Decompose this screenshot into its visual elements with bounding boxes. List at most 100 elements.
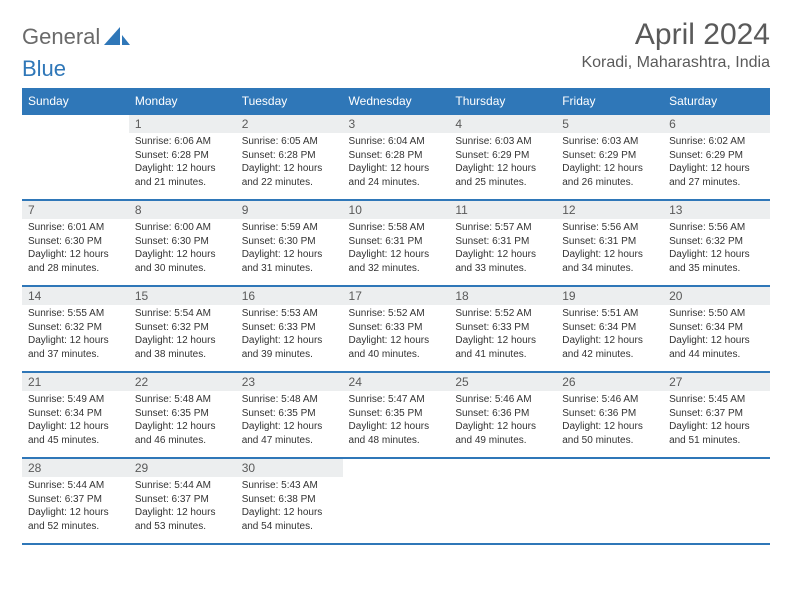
day-details: Sunrise: 5:57 AMSunset: 6:31 PMDaylight:… xyxy=(449,219,556,279)
day-details: Sunrise: 5:54 AMSunset: 6:32 PMDaylight:… xyxy=(129,305,236,365)
day-details: Sunrise: 5:49 AMSunset: 6:34 PMDaylight:… xyxy=(22,391,129,451)
day-number: 27 xyxy=(663,373,770,391)
weekday-header: Sunday xyxy=(22,89,129,115)
calendar-cell: 27Sunrise: 5:45 AMSunset: 6:37 PMDayligh… xyxy=(663,372,770,458)
weekday-header: Wednesday xyxy=(343,89,450,115)
day-details: Sunrise: 5:50 AMSunset: 6:34 PMDaylight:… xyxy=(663,305,770,365)
day-number: 9 xyxy=(236,201,343,219)
day-number: 15 xyxy=(129,287,236,305)
day-details: Sunrise: 6:06 AMSunset: 6:28 PMDaylight:… xyxy=(129,133,236,193)
calendar-cell: 10Sunrise: 5:58 AMSunset: 6:31 PMDayligh… xyxy=(343,200,450,286)
calendar-table: SundayMondayTuesdayWednesdayThursdayFrid… xyxy=(22,88,770,545)
calendar-cell: 7Sunrise: 6:01 AMSunset: 6:30 PMDaylight… xyxy=(22,200,129,286)
calendar-cell: 6Sunrise: 6:02 AMSunset: 6:29 PMDaylight… xyxy=(663,114,770,200)
day-number: 13 xyxy=(663,201,770,219)
day-number: 21 xyxy=(22,373,129,391)
day-details: Sunrise: 6:05 AMSunset: 6:28 PMDaylight:… xyxy=(236,133,343,193)
logo: General xyxy=(22,18,130,50)
calendar-cell: 9Sunrise: 5:59 AMSunset: 6:30 PMDaylight… xyxy=(236,200,343,286)
day-details: Sunrise: 5:52 AMSunset: 6:33 PMDaylight:… xyxy=(449,305,556,365)
day-number: 6 xyxy=(663,115,770,133)
day-details: Sunrise: 5:43 AMSunset: 6:38 PMDaylight:… xyxy=(236,477,343,537)
day-number: 20 xyxy=(663,287,770,305)
day-details: Sunrise: 5:44 AMSunset: 6:37 PMDaylight:… xyxy=(129,477,236,537)
day-number: 7 xyxy=(22,201,129,219)
logo-text-1: General xyxy=(22,24,100,50)
weekday-header: Monday xyxy=(129,89,236,115)
calendar-cell xyxy=(22,114,129,200)
day-details: Sunrise: 5:55 AMSunset: 6:32 PMDaylight:… xyxy=(22,305,129,365)
calendar-cell xyxy=(343,458,450,544)
day-details: Sunrise: 5:56 AMSunset: 6:32 PMDaylight:… xyxy=(663,219,770,279)
day-details: Sunrise: 6:03 AMSunset: 6:29 PMDaylight:… xyxy=(449,133,556,193)
day-details: Sunrise: 6:04 AMSunset: 6:28 PMDaylight:… xyxy=(343,133,450,193)
calendar-cell: 2Sunrise: 6:05 AMSunset: 6:28 PMDaylight… xyxy=(236,114,343,200)
day-details: Sunrise: 6:02 AMSunset: 6:29 PMDaylight:… xyxy=(663,133,770,193)
day-details: Sunrise: 5:59 AMSunset: 6:30 PMDaylight:… xyxy=(236,219,343,279)
day-number: 24 xyxy=(343,373,450,391)
weekday-header-row: SundayMondayTuesdayWednesdayThursdayFrid… xyxy=(22,89,770,115)
day-details: Sunrise: 5:48 AMSunset: 6:35 PMDaylight:… xyxy=(129,391,236,451)
calendar-cell: 11Sunrise: 5:57 AMSunset: 6:31 PMDayligh… xyxy=(449,200,556,286)
day-number: 10 xyxy=(343,201,450,219)
calendar-cell: 19Sunrise: 5:51 AMSunset: 6:34 PMDayligh… xyxy=(556,286,663,372)
day-details: Sunrise: 5:47 AMSunset: 6:35 PMDaylight:… xyxy=(343,391,450,451)
weekday-header: Saturday xyxy=(663,89,770,115)
calendar-cell: 24Sunrise: 5:47 AMSunset: 6:35 PMDayligh… xyxy=(343,372,450,458)
day-number: 19 xyxy=(556,287,663,305)
day-number: 26 xyxy=(556,373,663,391)
calendar-cell: 3Sunrise: 6:04 AMSunset: 6:28 PMDaylight… xyxy=(343,114,450,200)
weekday-header: Friday xyxy=(556,89,663,115)
calendar-row: 14Sunrise: 5:55 AMSunset: 6:32 PMDayligh… xyxy=(22,286,770,372)
calendar-cell: 13Sunrise: 5:56 AMSunset: 6:32 PMDayligh… xyxy=(663,200,770,286)
day-number: 18 xyxy=(449,287,556,305)
day-number: 3 xyxy=(343,115,450,133)
day-number: 25 xyxy=(449,373,556,391)
calendar-cell: 25Sunrise: 5:46 AMSunset: 6:36 PMDayligh… xyxy=(449,372,556,458)
day-details: Sunrise: 5:46 AMSunset: 6:36 PMDaylight:… xyxy=(556,391,663,451)
day-number: 2 xyxy=(236,115,343,133)
calendar-cell xyxy=(556,458,663,544)
day-number: 1 xyxy=(129,115,236,133)
calendar-row: 28Sunrise: 5:44 AMSunset: 6:37 PMDayligh… xyxy=(22,458,770,544)
day-number: 30 xyxy=(236,459,343,477)
logo-text-2: Blue xyxy=(22,56,66,82)
day-number: 23 xyxy=(236,373,343,391)
calendar-cell xyxy=(449,458,556,544)
calendar-cell: 12Sunrise: 5:56 AMSunset: 6:31 PMDayligh… xyxy=(556,200,663,286)
day-details: Sunrise: 5:48 AMSunset: 6:35 PMDaylight:… xyxy=(236,391,343,451)
calendar-cell: 15Sunrise: 5:54 AMSunset: 6:32 PMDayligh… xyxy=(129,286,236,372)
calendar-row: 21Sunrise: 5:49 AMSunset: 6:34 PMDayligh… xyxy=(22,372,770,458)
calendar-cell: 8Sunrise: 6:00 AMSunset: 6:30 PMDaylight… xyxy=(129,200,236,286)
calendar-cell: 30Sunrise: 5:43 AMSunset: 6:38 PMDayligh… xyxy=(236,458,343,544)
calendar-cell: 16Sunrise: 5:53 AMSunset: 6:33 PMDayligh… xyxy=(236,286,343,372)
day-number: 12 xyxy=(556,201,663,219)
day-details: Sunrise: 5:44 AMSunset: 6:37 PMDaylight:… xyxy=(22,477,129,537)
day-details: Sunrise: 5:45 AMSunset: 6:37 PMDaylight:… xyxy=(663,391,770,451)
day-details: Sunrise: 5:53 AMSunset: 6:33 PMDaylight:… xyxy=(236,305,343,365)
day-details: Sunrise: 5:58 AMSunset: 6:31 PMDaylight:… xyxy=(343,219,450,279)
location: Koradi, Maharashtra, India xyxy=(581,54,770,72)
day-number: 29 xyxy=(129,459,236,477)
day-details: Sunrise: 6:01 AMSunset: 6:30 PMDaylight:… xyxy=(22,219,129,279)
calendar-cell: 18Sunrise: 5:52 AMSunset: 6:33 PMDayligh… xyxy=(449,286,556,372)
calendar-row: 1Sunrise: 6:06 AMSunset: 6:28 PMDaylight… xyxy=(22,114,770,200)
calendar-cell: 26Sunrise: 5:46 AMSunset: 6:36 PMDayligh… xyxy=(556,372,663,458)
calendar-body: 1Sunrise: 6:06 AMSunset: 6:28 PMDaylight… xyxy=(22,114,770,544)
day-details: Sunrise: 5:46 AMSunset: 6:36 PMDaylight:… xyxy=(449,391,556,451)
day-details: Sunrise: 5:51 AMSunset: 6:34 PMDaylight:… xyxy=(556,305,663,365)
calendar-cell: 1Sunrise: 6:06 AMSunset: 6:28 PMDaylight… xyxy=(129,114,236,200)
day-number: 8 xyxy=(129,201,236,219)
day-number: 11 xyxy=(449,201,556,219)
calendar-cell: 28Sunrise: 5:44 AMSunset: 6:37 PMDayligh… xyxy=(22,458,129,544)
day-details: Sunrise: 6:03 AMSunset: 6:29 PMDaylight:… xyxy=(556,133,663,193)
calendar-cell: 17Sunrise: 5:52 AMSunset: 6:33 PMDayligh… xyxy=(343,286,450,372)
day-details: Sunrise: 6:00 AMSunset: 6:30 PMDaylight:… xyxy=(129,219,236,279)
calendar-cell: 4Sunrise: 6:03 AMSunset: 6:29 PMDaylight… xyxy=(449,114,556,200)
day-details: Sunrise: 5:56 AMSunset: 6:31 PMDaylight:… xyxy=(556,219,663,279)
calendar-cell: 14Sunrise: 5:55 AMSunset: 6:32 PMDayligh… xyxy=(22,286,129,372)
calendar-row: 7Sunrise: 6:01 AMSunset: 6:30 PMDaylight… xyxy=(22,200,770,286)
calendar-cell: 5Sunrise: 6:03 AMSunset: 6:29 PMDaylight… xyxy=(556,114,663,200)
weekday-header: Thursday xyxy=(449,89,556,115)
calendar-cell: 20Sunrise: 5:50 AMSunset: 6:34 PMDayligh… xyxy=(663,286,770,372)
